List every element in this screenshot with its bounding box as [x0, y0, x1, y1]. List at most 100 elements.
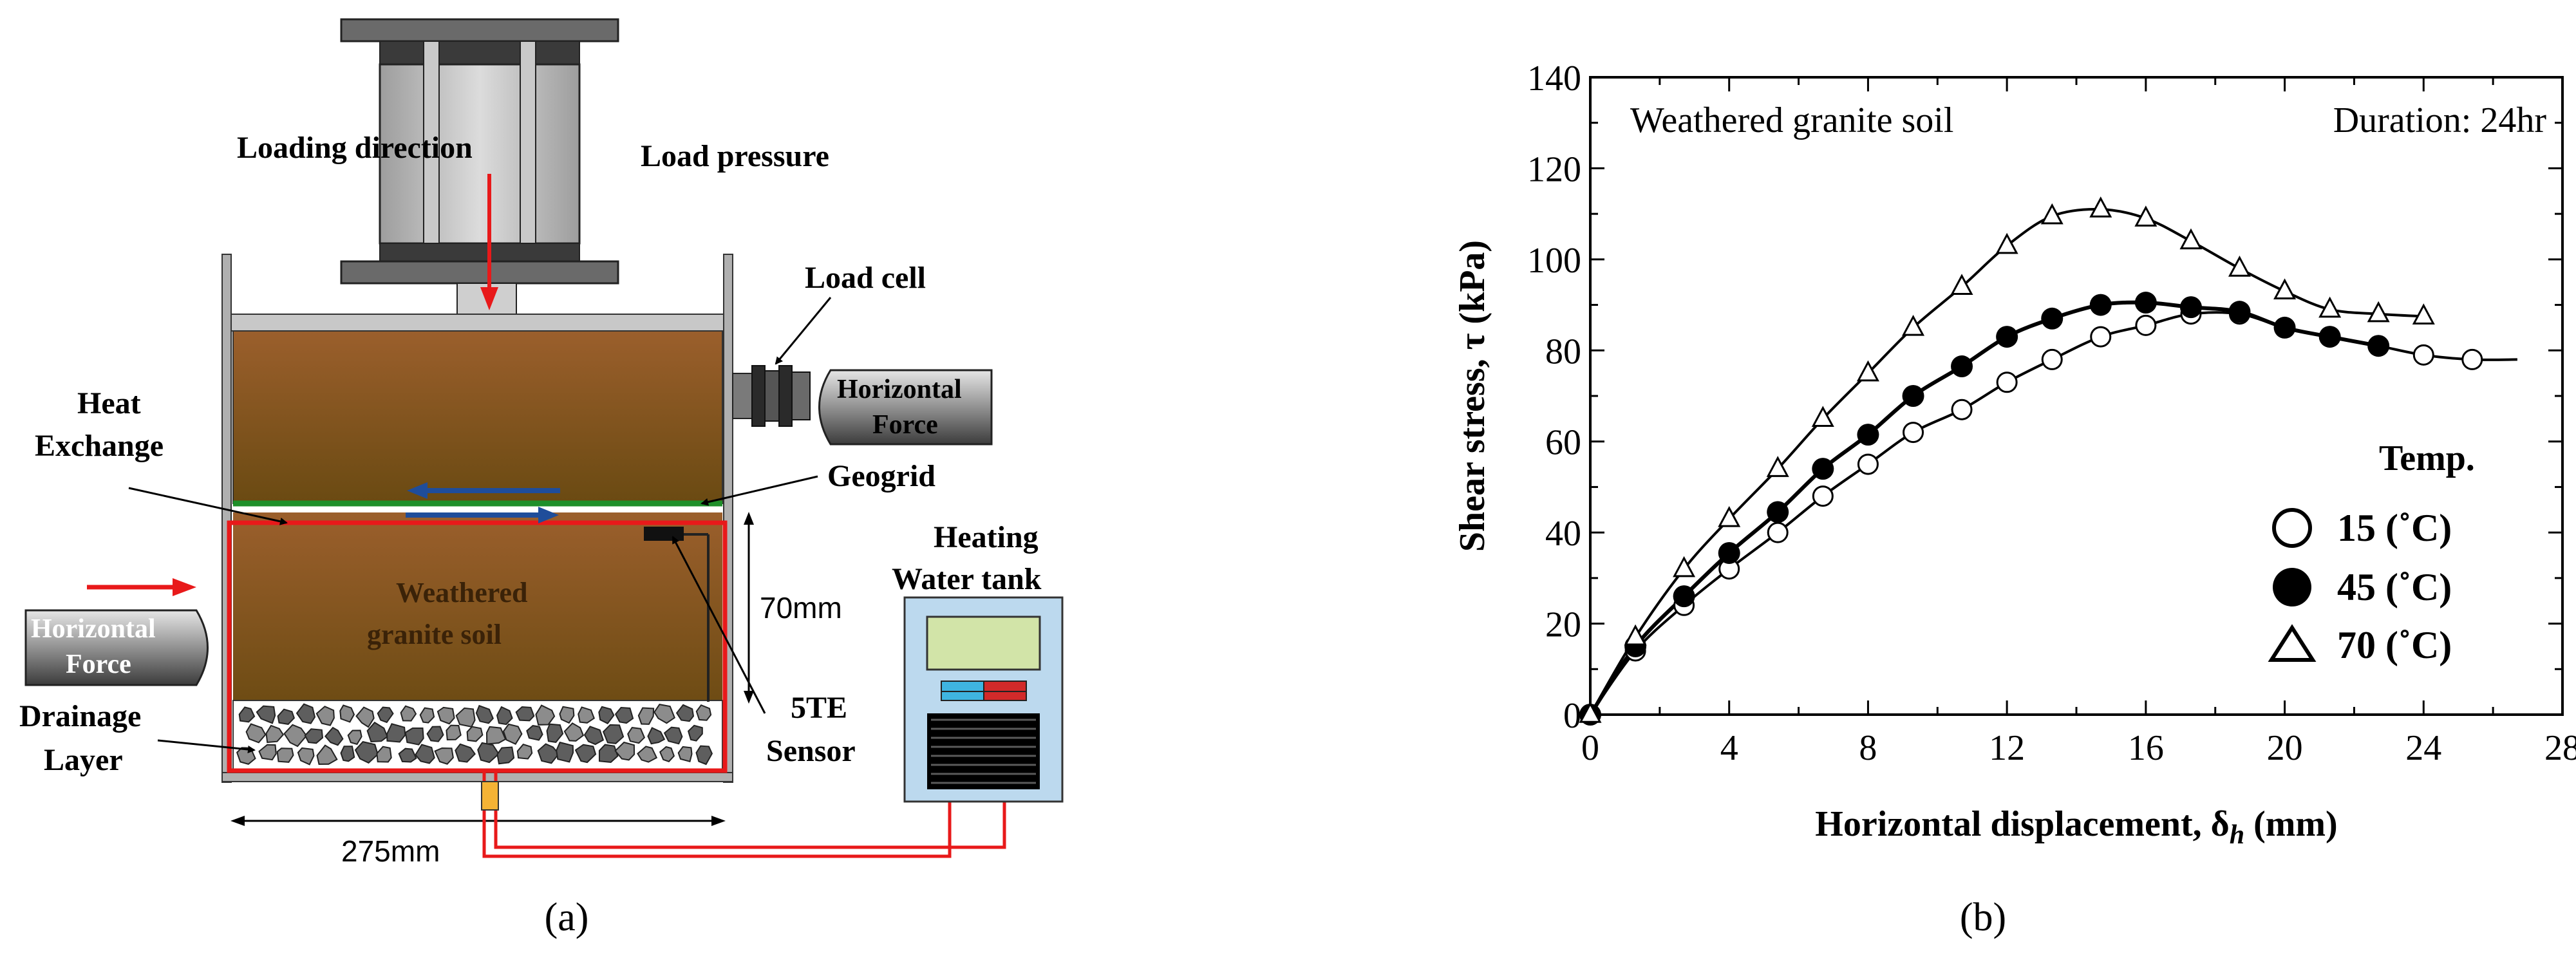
water-pipes [481, 773, 1006, 858]
loading-frame [340, 18, 619, 315]
gravel-stone [559, 706, 575, 724]
horizontal-force-actuator-right [818, 369, 993, 446]
x-axis-title: Horizontal displacement, δh (mm) [1815, 804, 2337, 850]
dimension-275mm [230, 816, 726, 826]
data-point-70c [2273, 278, 2297, 300]
gravel-stone [614, 706, 634, 724]
data-point-15c [1857, 453, 1879, 475]
data-point-45c [2134, 292, 2157, 314]
y-tick-label: 120 [1527, 149, 1581, 189]
gravel-stone [574, 744, 597, 764]
data-point-45c [2367, 335, 2390, 357]
data-point-70c [1673, 556, 1696, 578]
label-force-left-1: Horizontal [31, 614, 156, 644]
annotation-duration: Duration: 24hr [2333, 100, 2547, 140]
shear-box [221, 254, 733, 783]
axis-ticks: 0 4 8 12 16 20 24 28 0 20 40 60 80 100 120 140 [1527, 59, 2576, 768]
data-point-70c [1950, 274, 1973, 295]
gravel-stone [434, 747, 454, 765]
data-markers [1579, 196, 2483, 726]
annotation-soil: Weathered granite soil [1630, 100, 1953, 140]
gravel-stone [355, 706, 375, 728]
data-point-15c [1996, 371, 2018, 393]
legend-label-70c: 70 (˚C) [2337, 624, 2452, 666]
panel-a-apparatus-diagram: Loading direction Load pressure Load cel… [19, 18, 1064, 939]
y-tick-label: 60 [1545, 423, 1581, 463]
gravel-stone [598, 744, 619, 763]
gravel-stone [496, 746, 515, 765]
data-point-70c [1718, 505, 1741, 527]
label-force-right-1: Horizontal [837, 375, 962, 404]
label-heat-exchange-1: Heat [77, 386, 141, 420]
gravel-stone [398, 747, 417, 763]
data-point-45c [1857, 424, 1879, 446]
gravel-stone [526, 725, 543, 741]
label-wgs-2: granite soil [367, 619, 502, 650]
gravel-stone [297, 747, 315, 765]
gravel-stone [415, 744, 435, 764]
data-point-45c [2273, 316, 2296, 339]
data-point-70c [1766, 456, 1789, 477]
gravel-stone [400, 705, 417, 722]
gravel-stone [404, 728, 424, 746]
gravel-stone [627, 727, 646, 744]
gravel-stone [695, 745, 713, 765]
gravel-stone [419, 707, 435, 724]
gravel-stone [675, 704, 695, 722]
y-tick-label: 80 [1545, 332, 1581, 371]
caption-b: (b) [1960, 896, 2006, 939]
y-tick-label: 140 [1527, 59, 1581, 99]
gravel-stone [477, 742, 500, 764]
data-point-15c [1951, 399, 1973, 420]
gravel-stone [583, 726, 605, 746]
label-geogrid: Geogrid [827, 459, 935, 493]
data-point-70c [2134, 205, 2158, 227]
gravel-stone [637, 707, 655, 725]
data-point-45c [1996, 326, 2018, 348]
gravel-stone [535, 704, 556, 726]
legend-title: Temp. [2379, 438, 2475, 478]
data-point-45c [2089, 294, 2112, 316]
gravel-stone [316, 744, 338, 765]
series-line-2 [1589, 207, 2424, 716]
data-point-70c [2412, 303, 2435, 324]
x-tick-label: 8 [1859, 728, 1877, 768]
gravel-stone [563, 722, 585, 742]
data-point-15c [2135, 314, 2157, 336]
x-tick-label: 24 [2405, 728, 2441, 768]
gravel-stone [238, 706, 256, 723]
legend-label-45c: 45 (˚C) [2337, 566, 2452, 608]
heat-exchange-outline [227, 520, 728, 773]
tank-grille [927, 713, 1040, 789]
gravel-stone [647, 727, 666, 745]
drainage-gravel [236, 703, 713, 765]
data-point-15c [1812, 485, 1834, 507]
label-drainage-1: Drainage [19, 699, 141, 733]
gravel-stone [653, 703, 676, 724]
data-point-45c [2318, 326, 2341, 348]
gravel-stone [516, 744, 533, 760]
gravel-stone [466, 726, 484, 742]
dimension-70mm [744, 512, 754, 704]
data-point-15c [2041, 348, 2063, 370]
label-drainage-2: Layer [44, 743, 123, 777]
leader-lines [128, 297, 832, 753]
gravel-stone [245, 723, 267, 744]
x-tick-label: 4 [1720, 728, 1738, 768]
gravel-stone [659, 746, 675, 762]
gravel-stone [386, 723, 406, 743]
label-force-left-2: Force [66, 650, 131, 679]
label-5te-1: 5TE [791, 691, 847, 725]
label-5te-2: Sensor [766, 734, 856, 768]
panel-b-shear-chart: 0 4 8 12 16 20 24 28 0 20 40 60 80 100 120 140 Weathere… [1453, 59, 2576, 939]
data-point-70c [1902, 314, 1925, 336]
left-push-arrow [87, 578, 196, 596]
label-load-cell: Load cell [805, 261, 926, 295]
gravel-stone [377, 706, 394, 724]
gravel-stone [277, 708, 296, 725]
data-point-45c [1812, 458, 1834, 480]
data-point-45c [2228, 301, 2251, 323]
gravel-stone [258, 744, 277, 761]
data-point-70c [1856, 360, 1879, 382]
legend: Temp. 15 (˚C) 45 (˚C) 70 (˚C) [2268, 438, 2475, 666]
